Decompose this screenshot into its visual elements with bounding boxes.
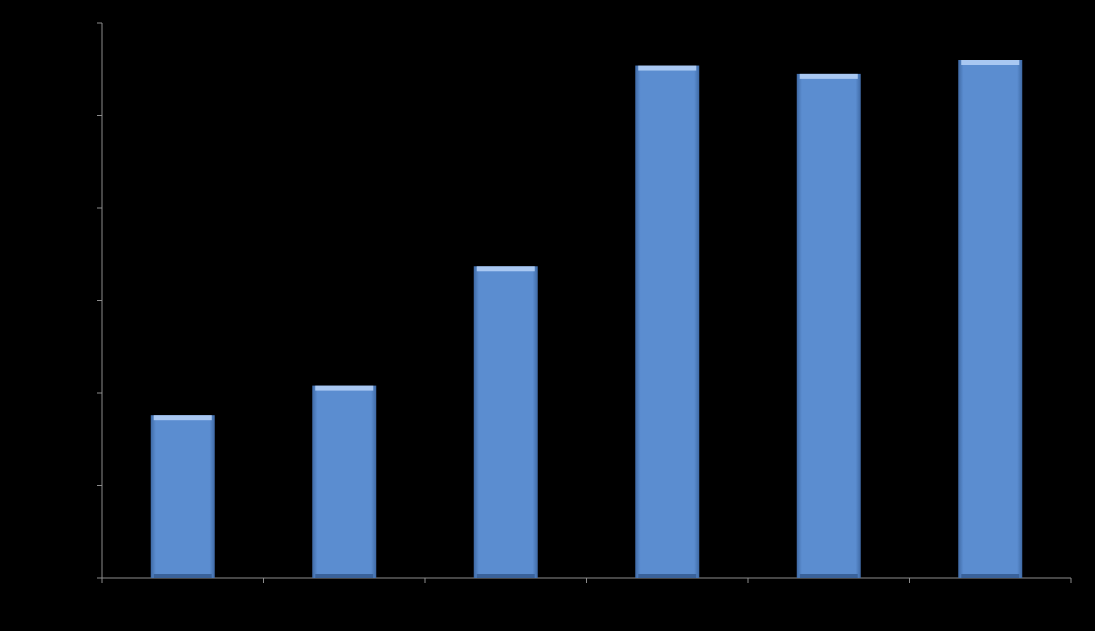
bar-group: [635, 65, 700, 579]
bar-shadow: [638, 574, 697, 578]
bar-shadow: [153, 574, 212, 578]
bar: [150, 415, 215, 578]
bar-highlight: [961, 60, 1020, 65]
bar-shadow: [961, 574, 1020, 578]
bar-highlight: [315, 385, 374, 391]
bar: [473, 266, 538, 578]
bar-group: [150, 415, 215, 578]
bar-shadow: [799, 574, 858, 578]
bar-shadow: [476, 574, 535, 578]
bar-highlight: [799, 73, 858, 79]
bar-group: [958, 60, 1023, 578]
bar-group: [796, 73, 861, 578]
bar-shadow: [315, 574, 374, 578]
bar-highlight: [153, 415, 212, 421]
bar-highlight: [476, 266, 535, 272]
bar: [312, 385, 377, 578]
bar: [635, 65, 700, 579]
bar-highlight: [638, 65, 697, 71]
bar: [958, 60, 1023, 578]
bar-group: [473, 266, 538, 578]
bar-group: [312, 385, 377, 578]
bar: [796, 73, 861, 578]
